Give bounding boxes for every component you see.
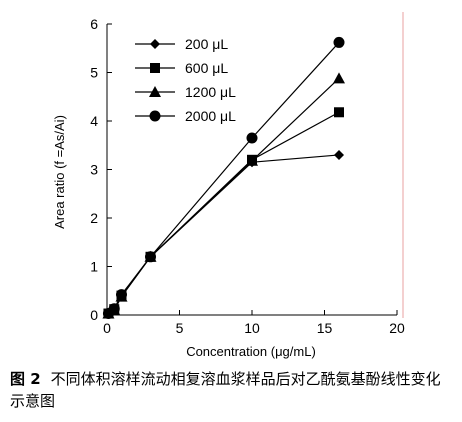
x-tick-label: 0 bbox=[103, 320, 111, 336]
data-point bbox=[334, 149, 344, 160]
x-tick-label: 20 bbox=[389, 320, 405, 336]
data-point bbox=[333, 72, 345, 84]
legend-label: 600 μL bbox=[185, 60, 228, 76]
y-tick-label: 3 bbox=[90, 162, 98, 178]
figure-caption: 图 2 不同体积溶样流动相复溶血浆样品后对乙酰氨基酚线性变化示意图 bbox=[10, 368, 454, 412]
data-point bbox=[145, 251, 156, 263]
legend-entry: 2000 μL bbox=[135, 108, 236, 124]
legend-label: 2000 μL bbox=[185, 108, 236, 124]
data-point bbox=[108, 303, 120, 315]
x-axis-label: Concentration (μg/mL) bbox=[186, 344, 316, 359]
y-tick-label: 6 bbox=[90, 16, 98, 32]
y-tick-label: 0 bbox=[90, 307, 98, 323]
x-tick-label: 15 bbox=[317, 320, 333, 336]
legend-entry: 600 μL bbox=[135, 60, 228, 76]
series-line bbox=[108, 154, 340, 315]
legend-label: 1200 μL bbox=[185, 84, 236, 100]
y-tick-label: 5 bbox=[90, 65, 98, 81]
legend-entry: 1200 μL bbox=[135, 84, 236, 100]
figure-caption-text: 不同体积溶样流动相复溶血浆样品后对乙酰氨基酚线性变化示意图 bbox=[10, 370, 441, 410]
figure-number: 图 2 bbox=[10, 370, 41, 388]
series-line bbox=[108, 111, 340, 315]
data-point bbox=[116, 289, 127, 301]
line-chart: 0 1 2 3 4 5 6 0 5 10 15 20 200 μL 600 μL 1200 μL 2000 … bbox=[52, 12, 405, 359]
data-point bbox=[334, 107, 344, 118]
chart-series bbox=[102, 36, 345, 320]
data-point bbox=[246, 132, 258, 144]
chart-ticks: 0 1 2 3 4 5 6 0 5 10 15 20 bbox=[90, 16, 405, 336]
x-tick-label: 10 bbox=[244, 320, 260, 336]
data-point bbox=[246, 154, 258, 166]
series-diamond bbox=[103, 149, 344, 319]
legend-label: 200 μL bbox=[185, 36, 228, 52]
chart-legend: 200 μL 600 μL 1200 μL 2000 μL bbox=[135, 36, 236, 124]
y-tick-label: 4 bbox=[90, 113, 98, 129]
y-tick-label: 1 bbox=[90, 259, 98, 275]
data-point bbox=[333, 36, 345, 48]
legend-marker bbox=[149, 110, 161, 122]
y-axis-label: Area ratio (f =As/Ai) bbox=[52, 115, 67, 229]
x-tick-label: 5 bbox=[176, 320, 184, 336]
legend-marker bbox=[150, 39, 160, 49]
legend-entry: 200 μL bbox=[135, 36, 228, 52]
series-square bbox=[103, 107, 344, 319]
legend-marker bbox=[150, 63, 160, 73]
series-circle bbox=[102, 36, 345, 320]
y-tick-label: 2 bbox=[90, 210, 98, 226]
legend-marker bbox=[149, 86, 161, 97]
